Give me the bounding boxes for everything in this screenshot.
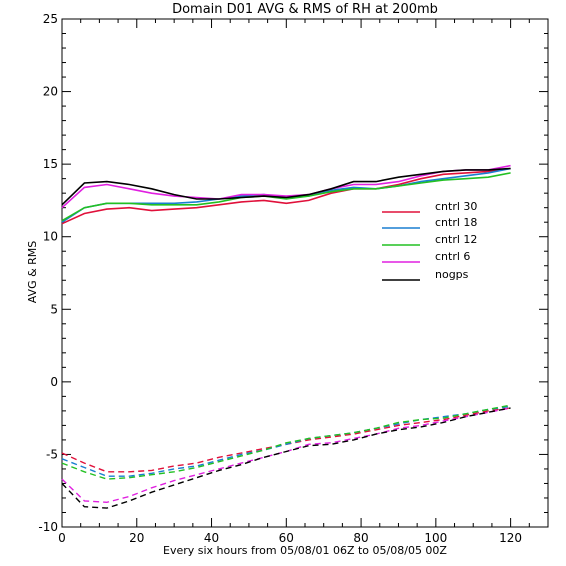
x-tick-label: 60 <box>279 531 294 545</box>
y-axis-title: AVG & RMS <box>26 241 39 304</box>
avg-line-cntrl-30 <box>61 167 511 225</box>
avg-line-cntrl-12 <box>61 172 511 222</box>
x-axis-title: Every six hours from 05/08/01 06Z to 05/… <box>163 544 447 557</box>
x-tick-label: 80 <box>353 531 368 545</box>
legend-label: cntrl 18 <box>435 216 477 229</box>
y-tick-label: 5 <box>50 302 58 316</box>
x-tick-label: 120 <box>499 531 522 545</box>
y-tick-label: -10 <box>38 520 58 534</box>
y-tick-label: 0 <box>50 375 58 389</box>
y-tick-label: 20 <box>43 85 58 99</box>
y-tick-label: 10 <box>43 230 58 244</box>
plot-area <box>61 18 549 528</box>
x-tick-label: 0 <box>58 531 66 545</box>
legend-label: cntrl 30 <box>435 200 477 213</box>
plot-frame <box>61 18 549 528</box>
avg-line-nogps <box>61 167 511 206</box>
axis-ticks: 0 20 40 60 80 100 120 -10 -5 0 5 10 15 20 25 <box>38 12 549 545</box>
legend-label: cntrl 6 <box>435 250 470 263</box>
y-tick-label: -5 <box>46 447 58 461</box>
rms-line-cntrl-12 <box>61 404 511 480</box>
chart-title: Domain D01 AVG & RMS of RH at 200mb <box>172 2 438 17</box>
legend: cntrl 30 cntrl 18 cntrl 12 cntrl 6 nogps <box>382 200 477 281</box>
legend-label: cntrl 12 <box>435 233 477 246</box>
legend-label: nogps <box>435 268 469 281</box>
series-lines <box>61 164 511 509</box>
x-tick-label: 20 <box>129 531 144 545</box>
y-tick-label: 25 <box>43 12 58 26</box>
rms-line-cntrl-18 <box>61 405 511 477</box>
x-tick-label: 100 <box>424 531 447 545</box>
y-tick-label: 15 <box>43 157 58 171</box>
x-tick-label: 40 <box>204 531 219 545</box>
rms-line-nogps <box>61 407 511 509</box>
